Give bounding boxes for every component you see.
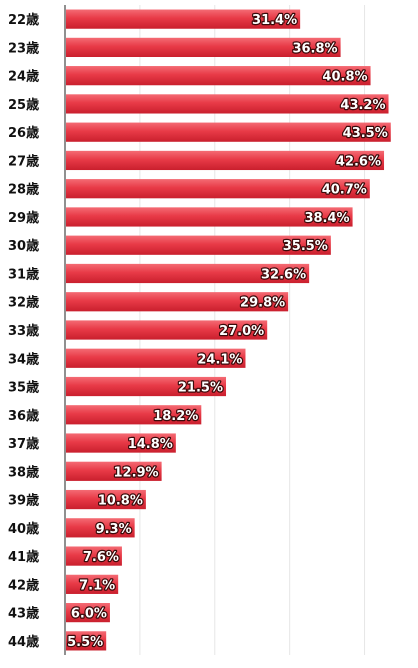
bar <box>66 66 371 86</box>
value-label: 40.8% <box>322 70 367 85</box>
bar <box>66 631 107 651</box>
value-label: 36.8% <box>292 41 337 56</box>
value-label: 7.6% <box>83 550 119 565</box>
value-label: 27.0% <box>219 324 264 339</box>
bar <box>66 376 227 397</box>
bar <box>66 320 268 340</box>
category-label: 32歳 <box>8 295 39 311</box>
value-label: 21.5% <box>178 381 223 396</box>
bars: 31.4% 36.8% 40.8% 43.2% 43.5% 42.6% 40.7% 38.4%… <box>66 9 391 651</box>
value-label: 18.2% <box>153 409 198 424</box>
category-label: 31歳 <box>8 266 39 282</box>
category-label: 40歳 <box>8 521 39 537</box>
category-label: 22歳 <box>8 12 39 28</box>
bar <box>66 348 246 368</box>
bar <box>66 405 202 425</box>
bar <box>66 179 370 199</box>
value-label: 35.5% <box>283 239 328 254</box>
category-label: 35歳 <box>8 380 39 396</box>
bar <box>66 518 135 538</box>
value-label: 38.4% <box>304 211 349 226</box>
category-label: 26歳 <box>8 125 39 141</box>
value-label: 9.3% <box>96 522 132 537</box>
category-label: 41歳 <box>8 549 39 565</box>
value-label: 40.7% <box>322 183 367 198</box>
category-label: 38歳 <box>8 464 39 480</box>
bar <box>66 150 385 171</box>
value-label: 14.8% <box>128 437 173 452</box>
category-label: 42歳 <box>8 577 39 593</box>
category-label: 36歳 <box>8 408 39 424</box>
bar <box>66 433 176 453</box>
category-label: 23歳 <box>8 40 39 56</box>
bar <box>66 292 289 312</box>
value-label: 42.6% <box>336 154 381 169</box>
bar <box>66 263 310 284</box>
bar <box>66 122 391 142</box>
bar <box>66 94 389 114</box>
bar <box>66 37 341 57</box>
value-label: 5.5% <box>67 635 103 650</box>
category-label: 24歳 <box>8 69 39 85</box>
category-label: 33歳 <box>8 323 39 339</box>
category-label: 29歳 <box>8 210 39 226</box>
value-label: 6.0% <box>71 607 107 622</box>
value-label: 12.9% <box>113 465 158 480</box>
value-label: 43.5% <box>343 126 388 141</box>
value-label: 7.1% <box>79 578 115 593</box>
value-label: 29.8% <box>240 296 285 311</box>
category-label: 30歳 <box>8 238 39 254</box>
value-label: 43.2% <box>340 98 385 113</box>
value-label: 32.6% <box>261 267 306 282</box>
category-label: 39歳 <box>8 493 39 509</box>
category-label: 28歳 <box>8 182 39 198</box>
bar <box>66 461 162 481</box>
bar <box>66 235 331 255</box>
bar <box>66 574 119 594</box>
category-labels: 22歳 23歳 24歳 25歳 26歳 27歳 28歳 29歳 30歳 31歳 32歳 33歳 34歳 3… <box>8 12 39 650</box>
value-label: 31.4% <box>252 13 297 28</box>
category-label: 27歳 <box>8 153 39 169</box>
category-label: 25歳 <box>8 97 39 113</box>
category-label: 43歳 <box>8 606 39 622</box>
category-label: 37歳 <box>8 436 39 452</box>
category-label: 34歳 <box>8 351 39 367</box>
value-label: 10.8% <box>98 494 143 509</box>
bar <box>66 489 146 510</box>
bar <box>66 207 353 227</box>
bar <box>66 603 110 623</box>
value-label: 24.1% <box>197 352 242 367</box>
bar <box>66 9 301 29</box>
bar <box>66 546 122 566</box>
category-label: 44歳 <box>8 634 39 650</box>
